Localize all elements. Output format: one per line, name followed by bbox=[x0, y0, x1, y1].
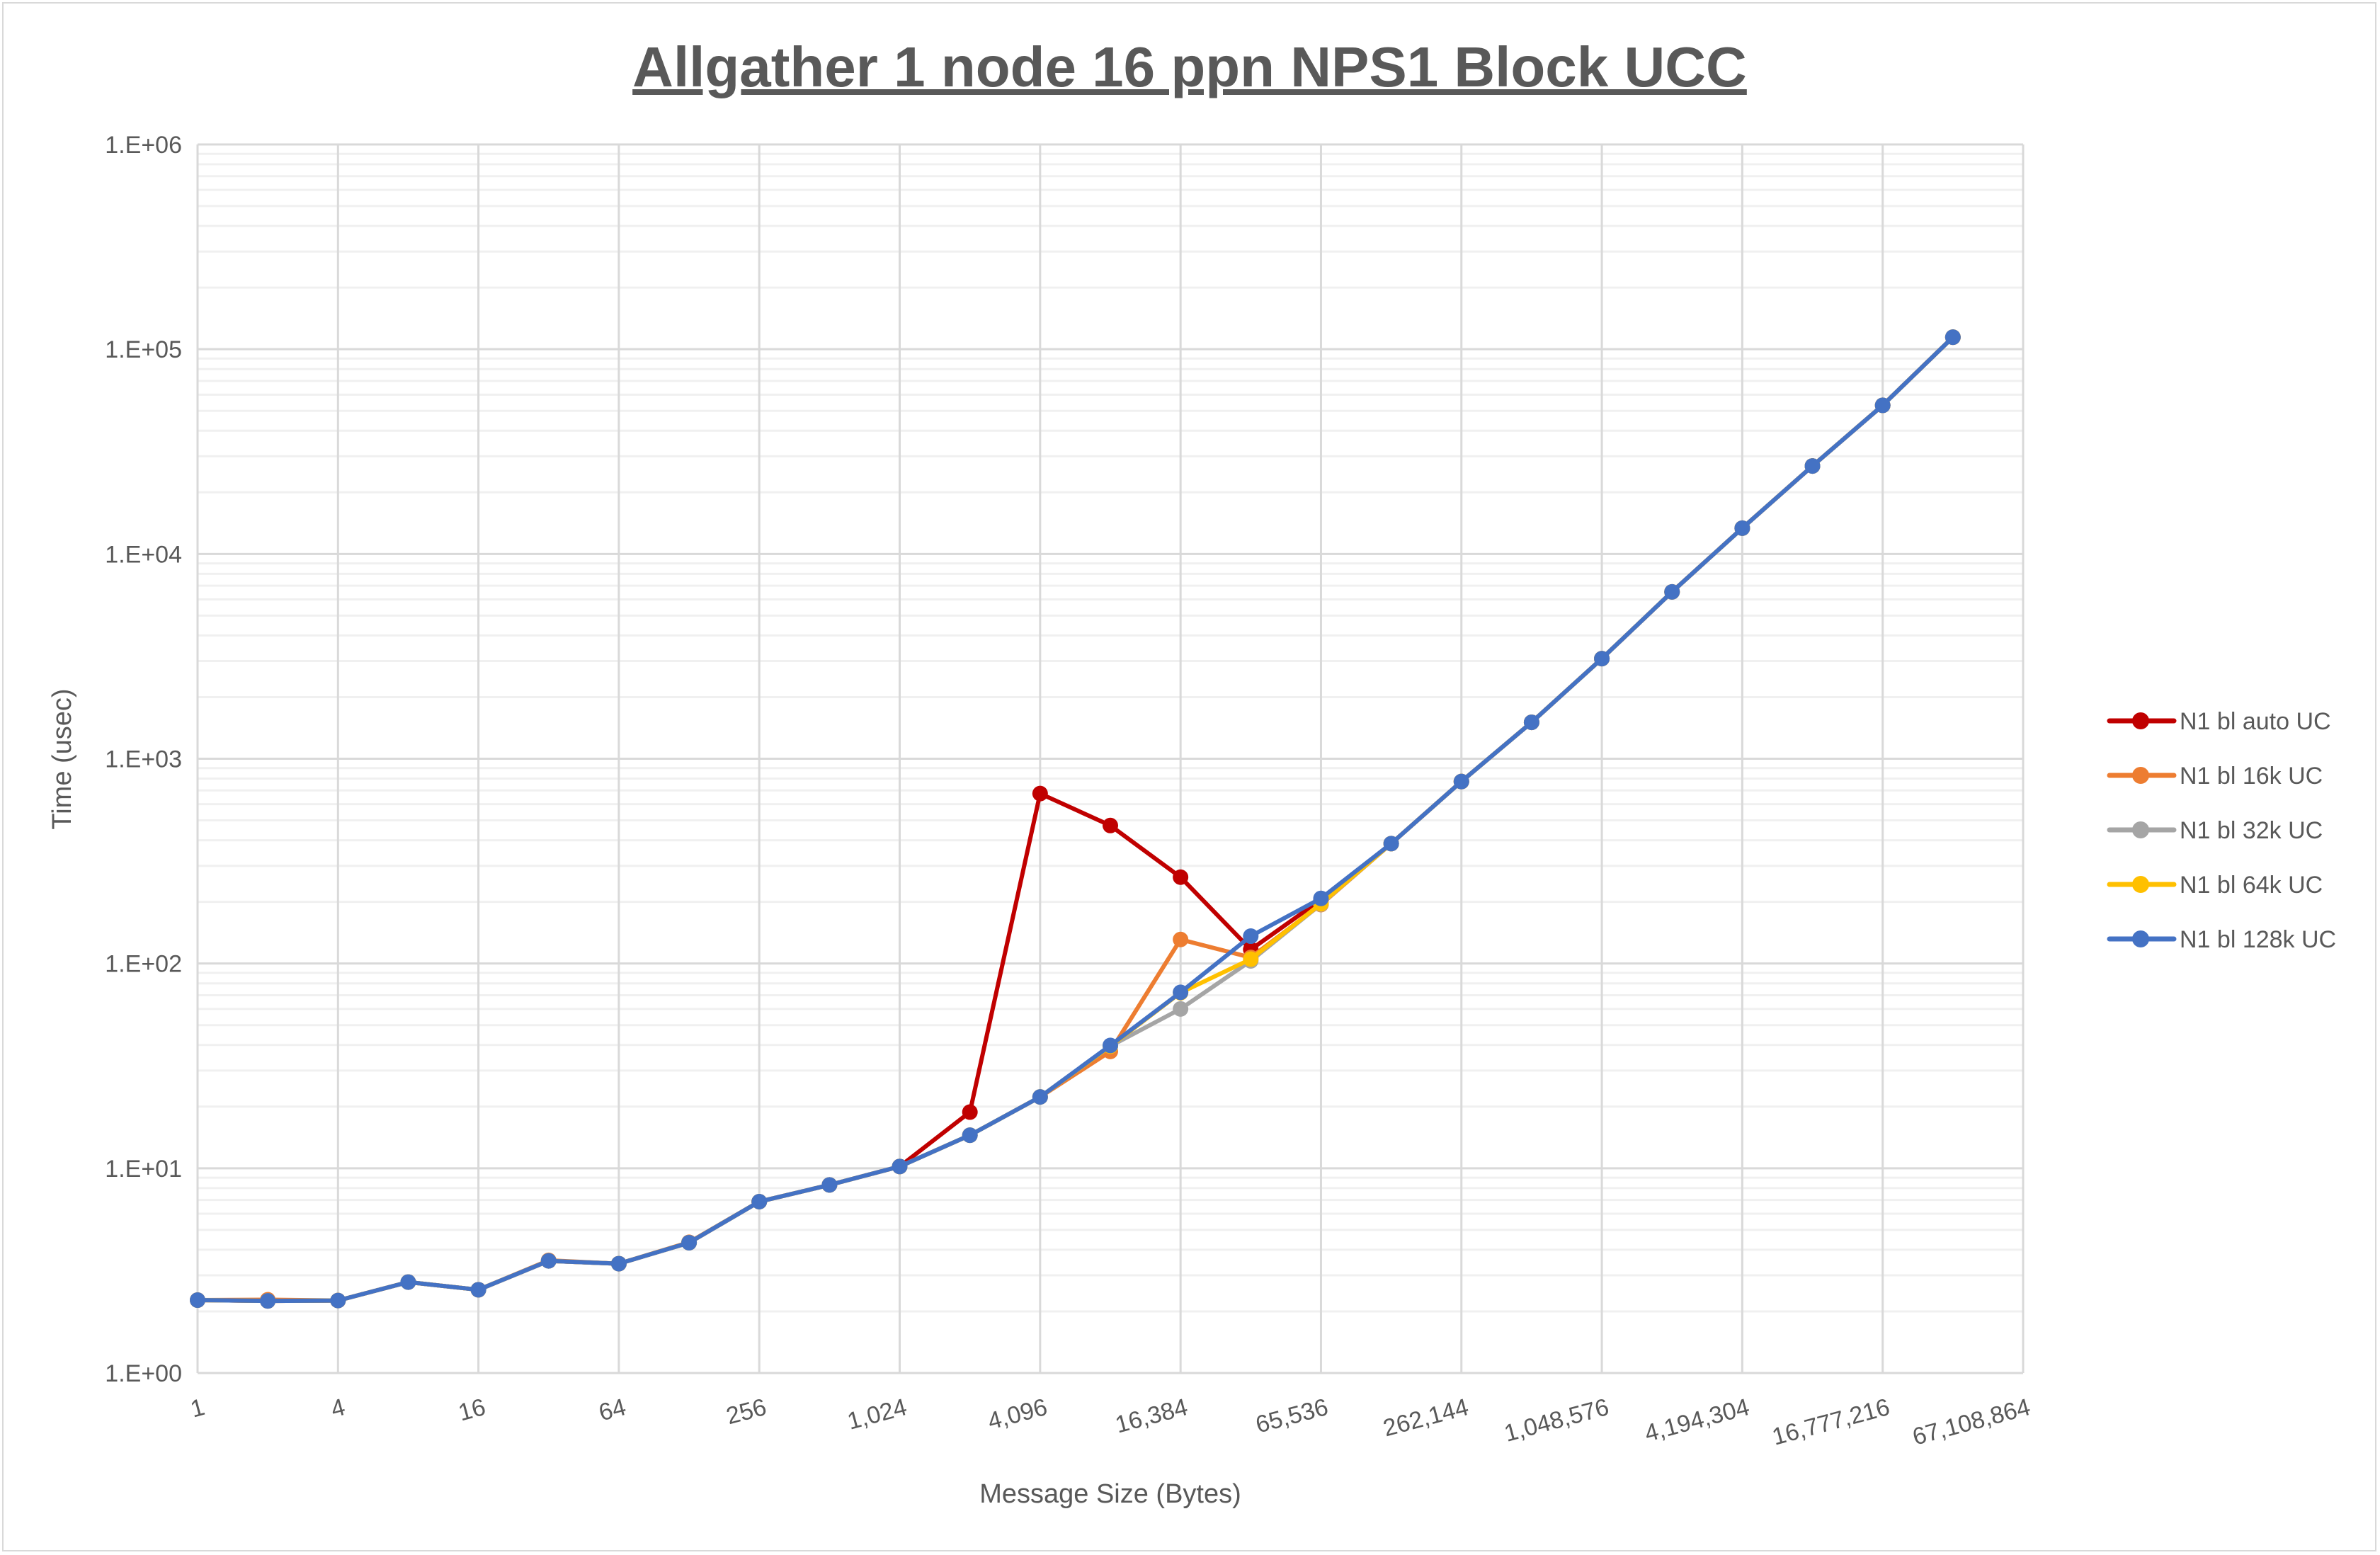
data-point bbox=[1243, 928, 1259, 945]
x-tick-label: 65,536 bbox=[1253, 1394, 1331, 1439]
x-tick-label: 4,194,304 bbox=[1642, 1394, 1753, 1447]
y-tick-label: 1.E+00 bbox=[105, 1360, 182, 1387]
data-point bbox=[892, 1158, 908, 1175]
data-point bbox=[1523, 714, 1539, 731]
series-group bbox=[190, 329, 1961, 1309]
chart-title: Allgather 1 node 16 ppn NPS1 Block UCC bbox=[632, 35, 1747, 98]
data-point bbox=[1103, 817, 1118, 833]
legend-marker bbox=[2132, 821, 2149, 838]
series-line bbox=[197, 336, 1954, 1303]
data-point bbox=[1453, 773, 1469, 790]
data-point bbox=[1173, 931, 1189, 947]
series-line bbox=[197, 336, 1954, 1304]
data-point bbox=[260, 1293, 276, 1309]
data-point bbox=[1103, 1037, 1118, 1054]
y-tick-label: 1.E+03 bbox=[105, 746, 182, 773]
legend-item: N1 bl auto UC bbox=[2107, 708, 2331, 735]
series-line bbox=[197, 336, 1954, 1304]
data-point bbox=[962, 1127, 978, 1144]
data-point bbox=[1594, 651, 1610, 667]
legend-label: N1 bl 64k UC bbox=[2180, 872, 2323, 899]
y-axis-ticks: 1.E+00 1.E+01 1.E+02 1.E+03 1.E+04 1.E+05 1.E+… bbox=[105, 132, 182, 1387]
data-point bbox=[190, 1292, 205, 1309]
data-point bbox=[330, 1292, 346, 1309]
legend-marker bbox=[2132, 930, 2149, 947]
x-tick-label: 64 bbox=[596, 1394, 629, 1426]
legend-marker bbox=[2132, 876, 2149, 893]
y-tick-label: 1.E+06 bbox=[105, 132, 182, 159]
x-tick-label: 1 bbox=[188, 1394, 207, 1423]
y-tick-label: 1.E+02 bbox=[105, 951, 182, 978]
data-point bbox=[1664, 583, 1680, 600]
data-point bbox=[1945, 329, 1961, 346]
legend-item: N1 bl 128k UC bbox=[2107, 926, 2336, 953]
data-point bbox=[610, 1255, 627, 1272]
series-n1-bl-32k-uc bbox=[190, 329, 1961, 1309]
legend-marker bbox=[2132, 712, 2149, 729]
x-tick-label: 67,108,864 bbox=[1910, 1394, 2033, 1451]
data-point bbox=[821, 1177, 838, 1193]
legend-label: N1 bl 128k UC bbox=[2180, 926, 2336, 953]
data-point bbox=[1734, 520, 1750, 536]
data-point bbox=[1383, 836, 1399, 852]
data-point bbox=[1804, 458, 1821, 474]
x-tick-label: 1,048,576 bbox=[1501, 1394, 1612, 1447]
y-tick-label: 1.E+04 bbox=[105, 541, 182, 568]
series-n1-bl-128k-uc bbox=[190, 329, 1961, 1309]
series-line bbox=[197, 336, 1954, 1304]
legend-item: N1 bl 16k UC bbox=[2107, 763, 2323, 790]
legend: N1 bl auto UC N1 bl 16k UC N1 bl 32k UC N1 … bbox=[2107, 708, 2336, 953]
x-tick-label: 1,024 bbox=[845, 1394, 910, 1435]
y-tick-label: 1.E+01 bbox=[105, 1156, 182, 1183]
x-axis-label: Message Size (Bytes) bbox=[979, 1479, 1241, 1509]
x-tick-label: 256 bbox=[724, 1394, 770, 1430]
x-tick-label: 262,144 bbox=[1380, 1394, 1471, 1442]
legend-item: N1 bl 64k UC bbox=[2107, 872, 2323, 899]
data-point bbox=[1032, 785, 1048, 802]
series-line bbox=[197, 336, 1954, 1304]
data-point bbox=[1313, 890, 1329, 906]
data-point bbox=[540, 1253, 557, 1269]
x-tick-label: 16,777,216 bbox=[1770, 1394, 1893, 1451]
series-n1-bl-64k-uc bbox=[190, 329, 1961, 1309]
data-point bbox=[470, 1282, 486, 1298]
y-tick-label: 1.E+05 bbox=[105, 336, 182, 363]
x-tick-label: 16 bbox=[455, 1394, 488, 1426]
grid bbox=[196, 143, 2025, 1374]
legend-item: N1 bl 32k UC bbox=[2107, 817, 2323, 844]
data-point bbox=[1173, 869, 1189, 885]
data-point bbox=[962, 1104, 978, 1120]
data-point bbox=[1173, 1001, 1189, 1017]
x-tick-label: 4,096 bbox=[985, 1394, 1050, 1435]
legend-label: N1 bl auto UC bbox=[2180, 708, 2331, 735]
data-point bbox=[681, 1234, 698, 1251]
legend-label: N1 bl 32k UC bbox=[2180, 817, 2323, 844]
data-point bbox=[1243, 951, 1259, 967]
data-point bbox=[400, 1274, 416, 1290]
legend-label: N1 bl 16k UC bbox=[2180, 763, 2323, 790]
series-n1-bl-auto-uc bbox=[190, 329, 1961, 1309]
data-point bbox=[1032, 1089, 1048, 1105]
data-point bbox=[751, 1193, 768, 1209]
x-axis-ticks: 1 4 16 64 256 1,024 4,096 16,384 65,536 262,144 1,… bbox=[188, 1394, 2033, 1451]
data-point bbox=[1173, 984, 1189, 1001]
series-n1-bl-16k-uc bbox=[190, 329, 1961, 1309]
legend-marker bbox=[2132, 767, 2149, 784]
y-axis-label: Time (usec) bbox=[47, 688, 77, 829]
x-tick-label: 4 bbox=[328, 1394, 348, 1423]
x-tick-label: 16,384 bbox=[1112, 1394, 1190, 1439]
data-point bbox=[1874, 397, 1891, 414]
